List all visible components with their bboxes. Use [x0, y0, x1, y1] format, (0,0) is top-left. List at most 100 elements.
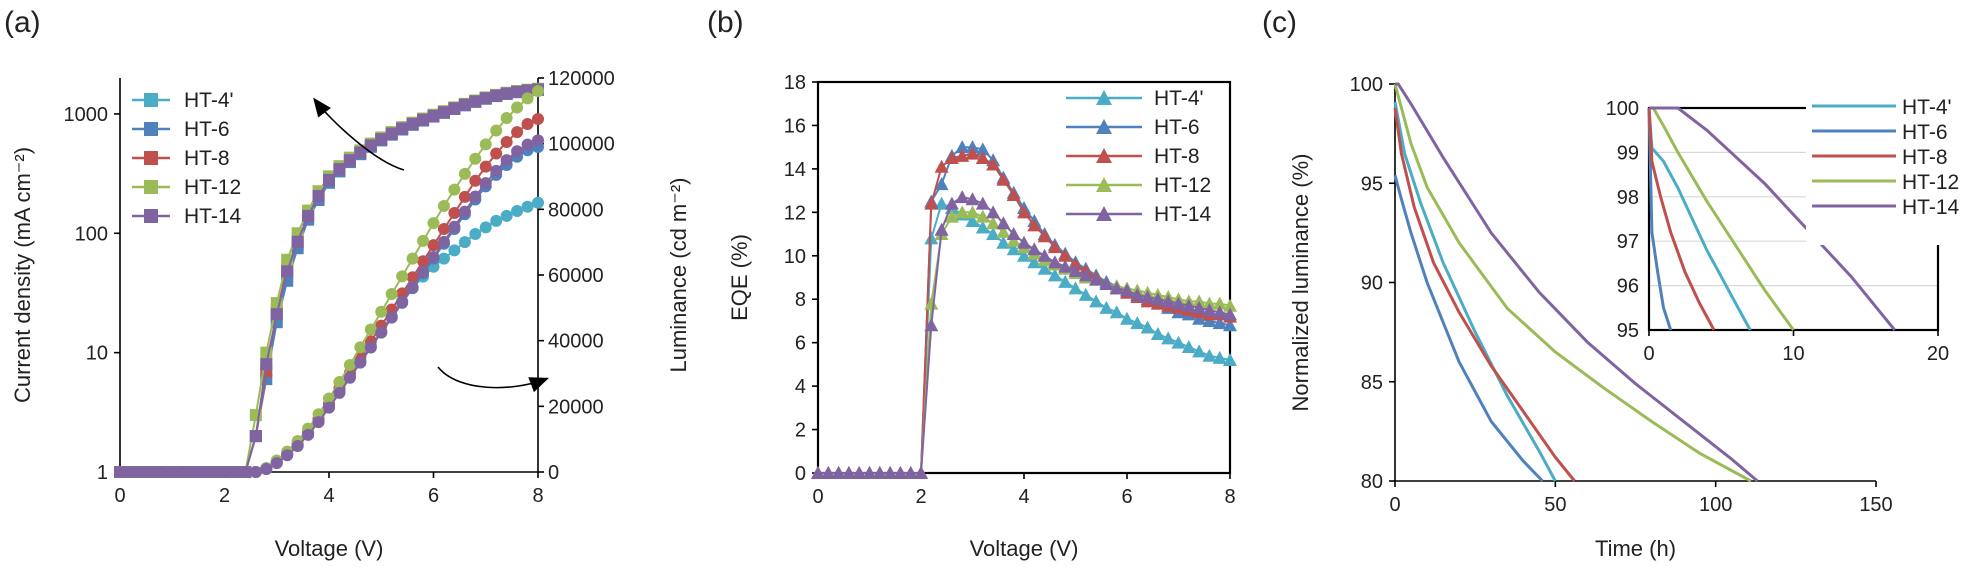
panel-a-point-ht-14 — [343, 371, 356, 384]
panel-b-point-ht-14 — [986, 205, 1001, 219]
panel-b-point-ht-8 — [965, 146, 980, 160]
panel-b-legend-label: HT-14 — [1154, 203, 1212, 226]
panel-b-point-ht-14 — [1037, 248, 1052, 262]
panel-b-point-ht-8 — [1017, 205, 1031, 219]
panel-c-legend-label: HT-14 — [1902, 196, 1960, 219]
panel-b-point-ht-14 — [1161, 294, 1176, 308]
panel-a-point-ht-4 — [490, 214, 503, 227]
panel-a-ylabel: Current density (mA cm⁻²) — [10, 147, 35, 403]
panel-b-legend-marker — [1096, 148, 1112, 163]
panel-a-point-ht-8 — [479, 160, 492, 173]
panel-a-series-ht-8-right — [114, 113, 544, 478]
panel-a-point-ht-14 — [458, 98, 471, 111]
panel-a-series-ht-12-right — [114, 85, 544, 478]
panel-a-xlabel: Voltage (V) — [275, 536, 384, 561]
panel-b-point-ht-14 — [1027, 242, 1042, 256]
panel-a-legend-label: HT-4' — [184, 89, 234, 112]
panel-a-point-ht-4 — [437, 252, 450, 265]
panel-a-point-ht-14 — [437, 235, 450, 248]
panel-a-point-ht-4 — [448, 244, 461, 257]
panel-c-line-ht-12 — [1393, 83, 1752, 483]
panel-b-point-ht-4 — [1223, 353, 1237, 367]
panel-a-point-ht-14 — [197, 466, 210, 478]
panel-c-legend-item-ht-12: HT-12 — [1812, 171, 1959, 194]
panel-a-x-tick-label: 2 — [219, 485, 230, 507]
panel-b-point-ht-12 — [986, 216, 1001, 230]
panel-b-point-ht-8 — [934, 159, 949, 173]
panel-a-point-ht-14 — [479, 177, 492, 190]
panel-b-point-ht-6 — [955, 140, 970, 154]
panel-a-point-ht-12 — [458, 167, 471, 180]
panel-b-legend-label: HT-8 — [1154, 145, 1200, 168]
panel-b-point-ht-12 — [965, 205, 980, 219]
panel-b-legend-label: HT-4' — [1154, 87, 1204, 110]
panel-b-point-ht-14 — [1181, 298, 1196, 312]
panel-b-point-ht-14 — [1006, 227, 1021, 241]
panel-b-point-ht-4 — [1161, 331, 1176, 345]
panel-a-series-ht-8-left — [114, 83, 544, 478]
panel-b-point-ht-4 — [1006, 242, 1021, 256]
panel-a-point-ht-12 — [343, 358, 356, 371]
panel-a-legend: HT-4' HT-6 HT-8 HT-12 HT-14 — [132, 89, 242, 228]
panel-a: 0 2 4 6 8 1 10 100 1000 0 20000 40000 60000 80000 1000… — [10, 68, 691, 561]
panel-c-legend-label: HT-6 — [1902, 121, 1948, 144]
panel-b-point-ht-14 — [965, 192, 980, 206]
panel-b-point-ht-8 — [944, 151, 959, 165]
panel-b-point-ht-8 — [1006, 187, 1021, 201]
panel-a-point-ht-14 — [333, 386, 346, 399]
panel-b-point-ht-6 — [1202, 313, 1217, 327]
panel-a-letter: (a) — [4, 6, 41, 39]
panel-a-point-ht-14 — [490, 164, 503, 177]
panel-b-point-ht-14 — [1120, 283, 1134, 297]
panel-c-xlabel: Time (h) — [1595, 536, 1676, 561]
panel-c-inset-y-tick-label: 96 — [1617, 276, 1639, 298]
panel-b-point-ht-14 — [1109, 281, 1124, 295]
panel-b-point-ht-8 — [1047, 240, 1062, 254]
panel-b-x-tick-label: 8 — [1224, 486, 1235, 508]
panel-a-point-ht-14 — [260, 463, 273, 476]
panel-b-point-ht-12 — [975, 209, 990, 223]
panel-b-y-tick-label: 8 — [795, 289, 806, 311]
panel-a-point-ht-14 — [385, 311, 398, 324]
panel-b-point-ht-4 — [1181, 340, 1196, 354]
panel-a-y2-tick-label: 100000 — [548, 134, 615, 156]
panel-a-point-ht-14 — [406, 281, 419, 294]
panel-a-point-ht-14 — [364, 139, 377, 152]
panel-b-y-tick-label: 14 — [784, 159, 806, 181]
panel-b-x-tick-label: 0 — [812, 486, 823, 508]
panel-b-letter: (b) — [707, 6, 744, 39]
panel-a-series-ht-4-right — [114, 196, 544, 478]
panel-a-point-ht-8 — [500, 136, 513, 149]
panel-b-point-ht-14 — [1017, 235, 1031, 249]
panel-a-point-ht-14 — [375, 133, 388, 146]
panel-a-legend-item-ht-12: HT-12 — [132, 176, 241, 199]
panel-a-y-tick-label: 1000 — [64, 104, 109, 126]
panel-a-point-ht-8 — [406, 271, 419, 284]
panel-b-point-ht-4 — [1058, 274, 1073, 288]
panel-a-point-ht-12 — [437, 200, 450, 213]
panel-b-y-tick-label: 10 — [784, 246, 806, 268]
panel-a-point-ht-14 — [323, 401, 335, 414]
panel-b-point-ht-4 — [1099, 300, 1114, 314]
panel-b-point-ht-4 — [1109, 305, 1124, 319]
panel-a-x-tick-label: 8 — [532, 485, 543, 507]
panel-a-legend-marker — [144, 122, 158, 136]
panel-a-point-ht-14 — [323, 173, 335, 186]
panel-a-point-ht-4 — [521, 200, 534, 213]
panel-a-point-ht-14 — [228, 466, 241, 478]
panel-a-point-ht-14 — [448, 220, 461, 233]
panel-c-legend-label: HT-8 — [1902, 146, 1948, 169]
panel-a-point-ht-14 — [354, 146, 367, 159]
panel-a-point-ht-14 — [218, 466, 231, 478]
panel-a-line-ht-12-right — [120, 90, 539, 473]
panel-a-line-ht-14-right — [120, 139, 539, 473]
panel-b-legend-item-ht-14: HT-14 — [1066, 203, 1212, 226]
panel-a-point-ht-12 — [427, 217, 440, 230]
panel-b-point-ht-14 — [872, 466, 887, 479]
panel-b-point-ht-8 — [986, 157, 1001, 171]
panel-c-inset-x-tick-label: 10 — [1782, 343, 1804, 365]
panel-a-legend-label: HT-14 — [184, 205, 242, 228]
panel-b-x-tick-label: 6 — [1121, 486, 1132, 508]
panel-a-legend-label: HT-12 — [184, 176, 241, 199]
